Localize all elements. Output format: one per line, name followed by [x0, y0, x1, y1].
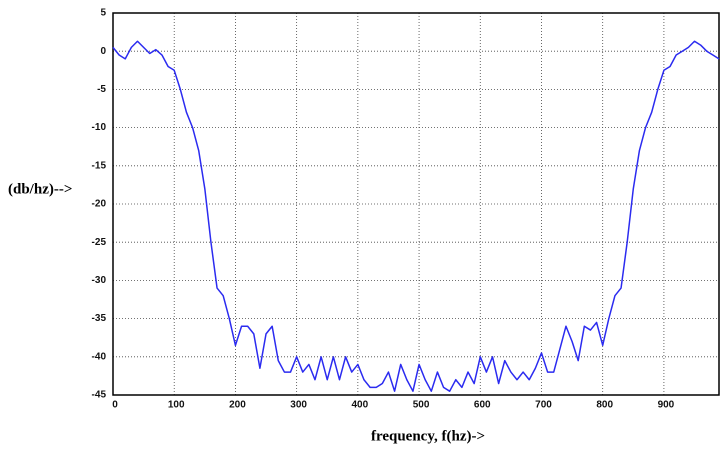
x-tick-label: 500: [413, 400, 430, 411]
x-tick-label: 600: [474, 400, 491, 411]
x-tick-label: 0: [112, 400, 118, 411]
y-tick-label: -10: [92, 122, 107, 133]
x-tick-label: 800: [596, 400, 613, 411]
y-tick-label: 5: [100, 8, 106, 19]
y-tick-label: -15: [92, 160, 107, 171]
y-tick-label: 0: [100, 46, 106, 57]
x-tick-label: 100: [168, 400, 185, 411]
y-tick-label: -35: [92, 313, 107, 324]
x-tick-label: 300: [290, 400, 307, 411]
y-axis-label: (db/hz)-->: [8, 181, 72, 197]
y-tick-label: -40: [92, 351, 107, 362]
x-tick-label: 200: [229, 400, 246, 411]
y-tick-label: -45: [92, 390, 107, 401]
plot-frame: [112, 12, 720, 396]
y-tick-label: -5: [97, 84, 106, 95]
line: [112, 40, 720, 392]
x-tick-label: 400: [352, 400, 369, 411]
y-tick-label: -25: [92, 237, 107, 248]
x-tick-label: 700: [535, 400, 552, 411]
y-tick-label: -30: [92, 275, 107, 286]
y-tick-label: -20: [92, 199, 107, 210]
x-axis-label: frequency, f(hz)->: [371, 428, 485, 444]
x-tick-label: 900: [658, 400, 675, 411]
